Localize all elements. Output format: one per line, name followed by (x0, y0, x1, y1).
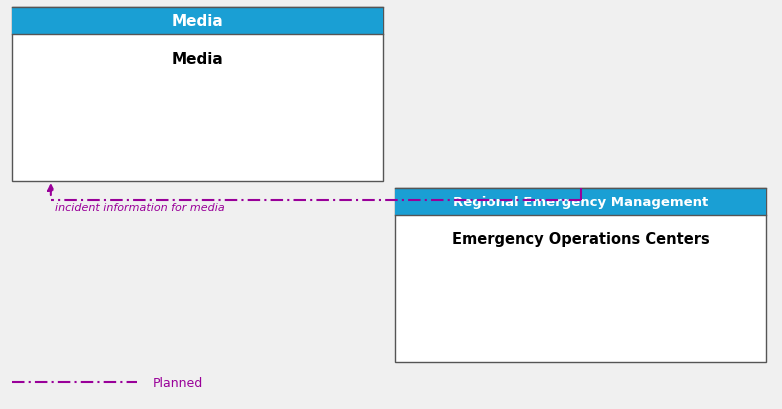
Text: Emergency Operations Centers: Emergency Operations Centers (452, 231, 709, 246)
Bar (395, 188, 766, 215)
Text: Media: Media (171, 52, 224, 66)
Bar (395, 188, 766, 362)
Text: Planned: Planned (152, 376, 203, 389)
Bar (12, 8, 383, 35)
Text: Media: Media (171, 14, 224, 29)
Text: Regional Emergency Management: Regional Emergency Management (453, 195, 708, 208)
Bar (12, 8, 383, 182)
Text: incident information for media: incident information for media (55, 202, 224, 212)
